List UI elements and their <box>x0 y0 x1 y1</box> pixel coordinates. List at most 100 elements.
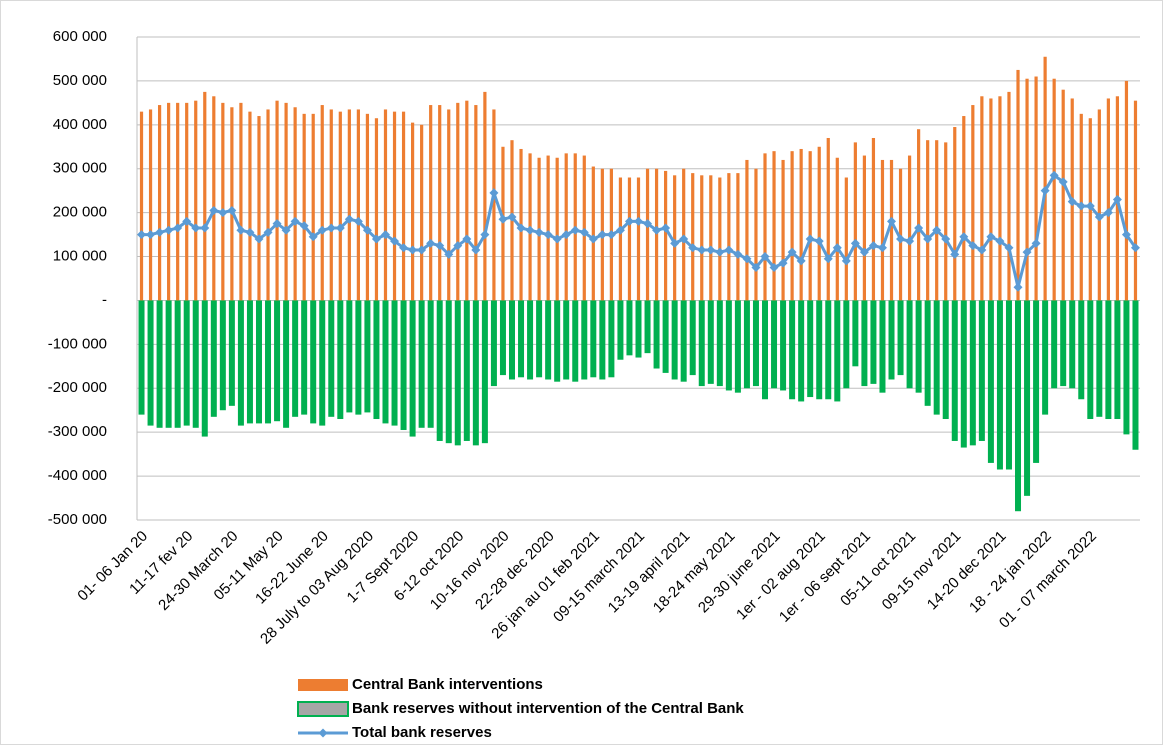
line-marker <box>543 230 553 240</box>
y-tick-label: 100 000 <box>53 248 107 265</box>
bar <box>347 109 351 301</box>
line-marker <box>1121 230 1131 240</box>
line-marker <box>615 225 625 235</box>
bar <box>1069 300 1076 389</box>
bar <box>924 300 931 406</box>
bar <box>917 129 921 301</box>
bar <box>310 300 317 424</box>
bar <box>980 96 984 301</box>
bar <box>492 109 496 301</box>
bar <box>239 102 243 301</box>
bar <box>364 300 371 413</box>
line-marker <box>552 234 562 244</box>
line-marker <box>444 249 454 259</box>
bar <box>691 173 695 301</box>
line-marker <box>209 205 219 215</box>
line-marker <box>914 223 924 233</box>
line-marker <box>1040 186 1050 196</box>
bar <box>436 300 443 441</box>
line-marker <box>724 245 734 255</box>
bar <box>373 300 380 420</box>
line-marker <box>1049 170 1059 180</box>
bar <box>935 140 939 301</box>
line-marker <box>227 205 237 215</box>
line-marker <box>561 230 571 240</box>
y-tick-label: 600 000 <box>53 28 107 45</box>
bar <box>915 300 922 393</box>
bar <box>572 300 579 382</box>
line-marker <box>715 247 725 257</box>
line-marker <box>218 208 228 218</box>
line-marker <box>344 214 354 224</box>
bar <box>789 300 796 400</box>
bar <box>825 300 832 400</box>
bar <box>1007 91 1011 301</box>
bar <box>194 100 198 301</box>
bar <box>889 159 894 301</box>
bar <box>165 300 172 428</box>
line-marker <box>380 230 390 240</box>
bar <box>1016 69 1020 301</box>
line-marker <box>290 216 300 226</box>
line-marker <box>643 219 653 229</box>
line-marker <box>453 241 463 251</box>
bar <box>167 102 171 301</box>
bar <box>599 300 606 380</box>
bar <box>338 111 342 301</box>
bar <box>734 300 741 393</box>
line-marker <box>1067 197 1077 207</box>
line-marker <box>805 234 815 244</box>
bar <box>807 300 814 398</box>
line-marker <box>959 232 969 242</box>
line-marker <box>796 256 806 266</box>
bar <box>527 300 534 380</box>
y-tick-label: 400 000 <box>53 116 107 133</box>
bar <box>996 300 1003 470</box>
line-marker <box>426 238 436 248</box>
bar <box>962 116 966 301</box>
bar <box>499 300 506 376</box>
bar <box>401 111 406 301</box>
bar <box>689 300 696 376</box>
bar <box>265 300 272 424</box>
bar <box>536 300 543 378</box>
bar <box>490 300 497 387</box>
line-marker <box>1013 282 1023 292</box>
bar <box>835 157 839 301</box>
bar <box>971 105 975 301</box>
line-marker <box>471 245 481 255</box>
line-marker <box>317 225 327 235</box>
bar <box>870 300 877 384</box>
bar <box>608 300 615 378</box>
bar <box>454 300 461 446</box>
bar <box>518 300 525 378</box>
bar <box>356 109 360 301</box>
bar <box>636 177 641 301</box>
bar <box>139 111 144 301</box>
bar <box>960 300 967 448</box>
bar <box>727 173 731 301</box>
bar <box>1124 80 1129 301</box>
line-marker <box>995 236 1005 246</box>
y-tick-label: -300 000 <box>48 423 107 440</box>
bar <box>969 300 976 446</box>
bar <box>1105 300 1112 420</box>
line-marker <box>606 230 616 240</box>
bar <box>1060 300 1067 387</box>
legend: Central Bank interventions Bank reserves … <box>297 676 744 741</box>
bar <box>246 300 253 424</box>
line-marker <box>923 234 933 244</box>
bar <box>1042 300 1049 415</box>
line-marker <box>299 221 309 231</box>
bar <box>555 157 559 301</box>
line-marker <box>272 219 282 229</box>
bar <box>907 155 912 301</box>
line-marker <box>751 263 761 273</box>
bar <box>266 109 270 301</box>
bar <box>707 300 714 384</box>
line-marker <box>362 225 372 235</box>
y-tick-label: 200 000 <box>53 204 107 221</box>
bar <box>1043 56 1047 301</box>
bar <box>834 300 841 402</box>
y-tick-label: -500 000 <box>48 511 107 528</box>
